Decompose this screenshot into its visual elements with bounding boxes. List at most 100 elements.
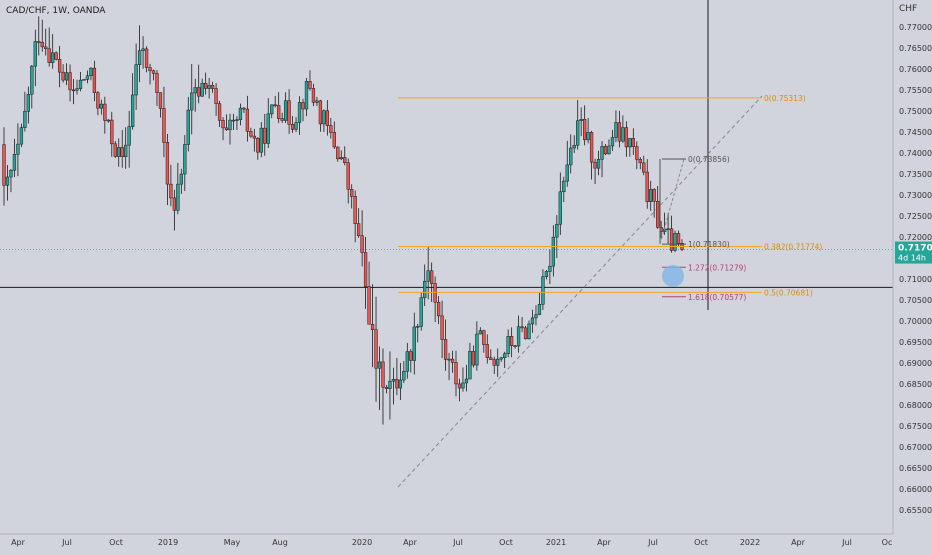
candle-body [551, 236, 556, 267]
candle-body [113, 143, 117, 157]
candle-body [332, 132, 336, 148]
candle-body [506, 336, 510, 354]
candle-body [645, 171, 649, 202]
candle-body [607, 145, 611, 155]
candle-body [478, 330, 482, 335]
candle-body [652, 189, 656, 202]
candle-body [2, 144, 6, 186]
price-tick-label: 0.72000 [899, 233, 932, 242]
candle-body [447, 358, 451, 361]
price-axis[interactable]: 0.77000 0.76500 0.76000 0.75500 0.75000 0.745… [899, 23, 932, 515]
candle-body [356, 223, 361, 236]
time-tick-label: Apr [791, 538, 806, 547]
candle-body [30, 65, 34, 95]
candle-body [555, 223, 559, 238]
candle-body [266, 113, 270, 144]
candle-body [405, 351, 409, 372]
fib-retracement-label: 0(0.75313) [764, 94, 806, 103]
candle-body [596, 159, 601, 169]
candle-body [398, 379, 403, 389]
candle-body [589, 132, 594, 163]
candle-body [635, 146, 639, 160]
candle-body [47, 48, 51, 63]
candle-body [582, 119, 587, 141]
candle-body [148, 67, 152, 72]
drawing-layer [0, 0, 893, 488]
candle-body [350, 189, 354, 197]
price-tick-label: 0.65500 [899, 506, 932, 515]
last-price-badge: 0.71701 4d 14h [895, 241, 932, 264]
candle-body [346, 162, 350, 190]
candle-body [242, 107, 246, 110]
candle-body [277, 105, 281, 119]
price-tick-label: 0.76000 [899, 65, 932, 74]
candle-body [99, 103, 104, 109]
candle-body [485, 344, 489, 358]
candle-body [569, 147, 573, 166]
candle-body [68, 72, 72, 91]
time-tick-label: 2019 [158, 538, 178, 547]
trend-line[interactable] [397, 95, 763, 488]
price-tick-label: 0.77000 [899, 23, 932, 32]
candle-body [78, 79, 83, 89]
candle-body [370, 324, 375, 330]
candle-body [204, 82, 208, 89]
candle-body [158, 92, 163, 109]
price-tick-label: 0.73500 [899, 170, 932, 179]
candle-body [235, 119, 239, 121]
candle-body [419, 297, 423, 327]
candle-body [558, 191, 562, 225]
time-tick-label: May [224, 538, 241, 547]
candle-body [82, 79, 86, 81]
price-tick-label: 0.68000 [899, 401, 932, 410]
candle-body [231, 119, 236, 122]
candle-body [610, 137, 615, 147]
price-tick-label: 0.75500 [899, 86, 932, 95]
candle-body [106, 119, 110, 122]
candle-body [5, 176, 10, 186]
candle-body [210, 85, 215, 89]
candle-body [322, 110, 326, 125]
price-tick-label: 0.66000 [899, 485, 932, 494]
candle-body [165, 142, 170, 185]
time-axis[interactable]: Apr Jul Oct 2019 May Aug 2020 Apr Jul Oct 2021 Apr J… [11, 538, 892, 547]
time-tick-label: Jul [452, 538, 463, 547]
candle-body [200, 82, 204, 97]
candle-body [548, 265, 552, 272]
candle-body [280, 118, 284, 121]
candle-body [454, 362, 458, 385]
candle-body [617, 122, 622, 142]
candle-body [61, 71, 65, 81]
candle-body [461, 382, 465, 389]
time-tick-label: 2020 [352, 538, 372, 547]
candle-body [294, 122, 298, 130]
price-tick-label: 0.73000 [899, 191, 932, 200]
candle-body [12, 154, 17, 171]
candle-body [579, 119, 583, 122]
candle-body [75, 88, 79, 91]
candle-body [656, 201, 660, 228]
time-tick-label: Apr [11, 538, 26, 547]
highlight-circle[interactable] [662, 265, 684, 287]
candle-body [130, 94, 135, 127]
candle-body [537, 304, 542, 315]
time-tick-label: Aug [272, 538, 288, 547]
candle-body [377, 361, 382, 369]
candle-body [523, 327, 528, 340]
fib-retracement-label: 0.382(0.71774) [764, 242, 822, 251]
time-tick-label: Oct [499, 538, 513, 547]
candle-body [270, 104, 274, 115]
candle-body [336, 146, 340, 160]
price-tick-label: 0.70500 [899, 296, 932, 305]
candle-body [37, 41, 41, 43]
candle-body [183, 144, 187, 175]
candle-body [151, 70, 156, 74]
candle-body [283, 100, 288, 121]
candle-body [141, 48, 145, 51]
candle-body [124, 144, 128, 157]
candle-body [103, 103, 107, 121]
candle-body [395, 379, 399, 389]
fib-extension-label: 1(0.71830) [688, 240, 730, 249]
candle-body [527, 323, 531, 340]
